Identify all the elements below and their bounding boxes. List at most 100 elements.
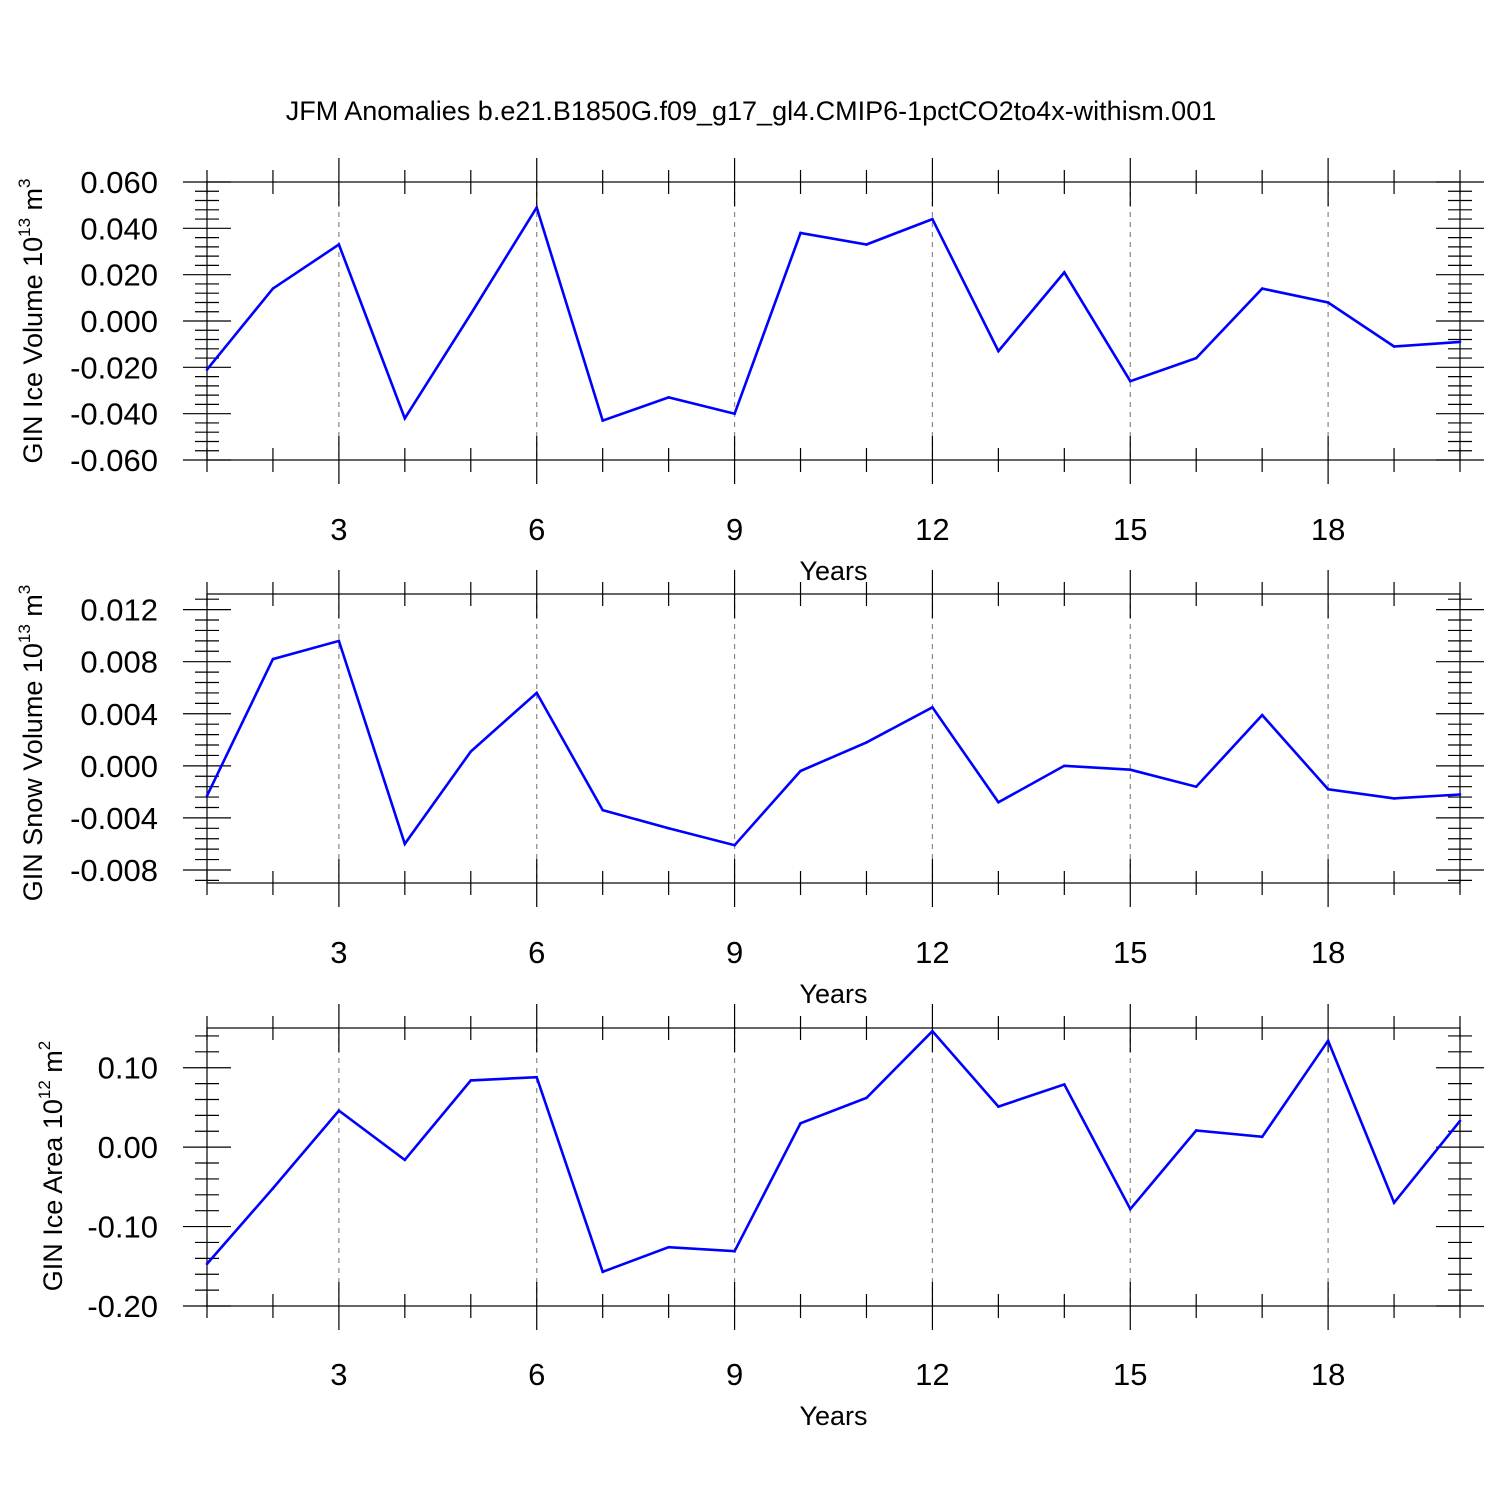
data-point <box>1194 1129 1198 1132</box>
y-tick-label: 0.10 <box>98 1051 158 1086</box>
x-tick-label: 9 <box>726 935 743 970</box>
data-point <box>1260 287 1264 290</box>
data-point <box>601 808 604 812</box>
x-tick-label: 3 <box>330 512 347 547</box>
data-point <box>1128 768 1132 772</box>
data-point <box>1392 797 1396 800</box>
data-point <box>931 705 934 709</box>
data-point <box>205 794 209 798</box>
y-tick-label: -0.004 <box>70 801 158 836</box>
data-point <box>733 412 736 415</box>
data-point <box>337 639 341 643</box>
data-point <box>1392 1201 1396 1205</box>
y-tick-label: 0.00 <box>98 1130 158 1165</box>
panel-1: -0.060 -0.040 -0.020 0.000 0.020 0.040 0.060 3 6… <box>15 158 1484 586</box>
data-point <box>1260 713 1264 717</box>
data-point <box>337 243 341 246</box>
data-point <box>667 1245 670 1249</box>
y-axis-title: GIN Snow Volume 1013 m3 <box>15 585 48 902</box>
data-point <box>1326 301 1330 304</box>
x-tick-label: 18 <box>1311 1357 1345 1392</box>
data-point <box>1194 785 1198 788</box>
data-point <box>997 800 1000 804</box>
panel-3: -0.20 -0.10 0.00 0.10 3 6 9 12 15 18 Years GIN Ice … <box>35 1004 1484 1431</box>
chart-title: JFM Anomalies b.e21.B1850G.f09_g17_gl4.C… <box>286 96 1217 126</box>
data-point <box>1063 271 1066 274</box>
y-tick-label: -0.20 <box>87 1289 158 1324</box>
data-point <box>733 843 736 847</box>
data-point <box>865 741 868 744</box>
data-point <box>1260 1135 1264 1139</box>
y-tick-label: 0.012 <box>80 593 158 628</box>
data-point <box>667 396 670 399</box>
data-point <box>865 1096 868 1100</box>
y-tick-label: 0.060 <box>80 165 158 200</box>
panel-2: -0.008 -0.004 0.000 0.004 0.008 0.012 3 6 9 12 15 1… <box>15 570 1484 1009</box>
x-tick-label: 18 <box>1311 935 1345 970</box>
data-point <box>931 1029 934 1033</box>
y-tick-label: -0.040 <box>70 397 158 432</box>
series-line <box>206 1029 1462 1274</box>
series-line <box>205 639 1461 847</box>
data-point <box>469 1079 473 1082</box>
x-tick-label: 3 <box>330 1357 347 1392</box>
data-point <box>865 243 868 246</box>
data-point <box>931 217 934 221</box>
data-point <box>799 1122 802 1125</box>
y-tick-label: 0.040 <box>80 211 158 246</box>
plot-frame <box>206 593 1461 884</box>
x-tick-label: 12 <box>915 935 949 970</box>
x-tick-label: 9 <box>726 1357 743 1392</box>
data-point <box>1128 379 1132 383</box>
data-point <box>205 368 209 371</box>
series-line <box>205 204 1461 423</box>
plot-frame <box>206 181 1461 461</box>
data-point <box>337 1109 341 1112</box>
y-tick-label: 0.008 <box>80 645 158 680</box>
data-point <box>601 1270 604 1274</box>
x-axis-title: Years <box>799 979 867 1009</box>
data-point <box>271 1187 275 1190</box>
x-tick-label: 6 <box>528 935 545 970</box>
data-point <box>469 750 473 753</box>
y-tick-label: -0.10 <box>87 1210 158 1245</box>
data-point <box>1063 764 1066 768</box>
x-tick-label: 15 <box>1113 1357 1147 1392</box>
data-point <box>403 842 407 846</box>
data-point <box>667 827 670 830</box>
x-tick-label: 9 <box>726 512 743 547</box>
x-tick-label: 15 <box>1113 935 1147 970</box>
data-point <box>733 1249 736 1253</box>
x-tick-label: 18 <box>1311 512 1345 547</box>
y-tick-label: 0.000 <box>80 749 158 784</box>
data-point <box>535 691 539 695</box>
x-tick-label: 3 <box>330 935 347 970</box>
data-point <box>271 287 275 290</box>
data-point <box>997 349 1000 353</box>
data-point <box>1458 793 1462 796</box>
data-point <box>205 1262 209 1266</box>
data-point <box>535 1075 539 1079</box>
x-axis-title: Years <box>799 556 867 586</box>
data-point <box>799 231 802 235</box>
y-tick-label: -0.020 <box>70 350 158 385</box>
y-tick-label: 0.004 <box>80 697 158 732</box>
data-point <box>403 1158 407 1162</box>
x-tick-label: 6 <box>528 1357 545 1392</box>
y-tick-label: 0.020 <box>80 258 158 293</box>
data-point <box>1392 345 1396 348</box>
data-point <box>469 312 473 316</box>
y-tick-label: -0.008 <box>70 853 158 888</box>
chart-panels: -0.060 -0.040 -0.020 0.000 0.020 0.040 0.060 3 6… <box>15 158 1484 1431</box>
y-axis-title: GIN Ice Volume 1013 m3 <box>15 178 48 463</box>
data-point <box>1128 1207 1132 1211</box>
data-point <box>1194 356 1198 360</box>
data-point <box>1458 1119 1462 1123</box>
data-point <box>535 206 539 209</box>
x-axis-title: Years <box>799 1401 867 1431</box>
data-point <box>1458 340 1462 344</box>
data-point <box>799 769 802 773</box>
y-tick-label: -0.060 <box>70 443 158 478</box>
data-point <box>403 417 407 420</box>
